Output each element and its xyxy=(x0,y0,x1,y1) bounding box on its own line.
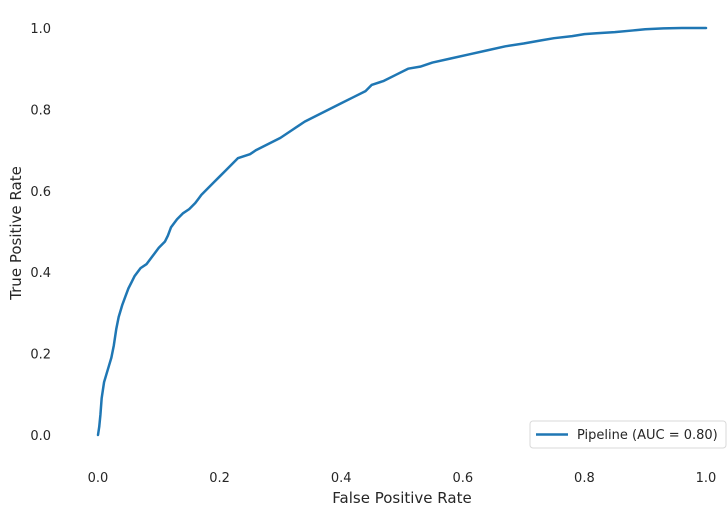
x-tick-label: 0.0 xyxy=(88,471,109,486)
x-tick-labels: 0.0 0.2 0.4 0.6 0.8 1.0 xyxy=(88,471,717,486)
y-tick-label: 0.6 xyxy=(30,185,51,200)
x-tick-label: 0.4 xyxy=(331,471,352,486)
x-tick-label: 0.2 xyxy=(209,471,230,486)
y-tick-labels: 0.0 0.2 0.4 0.6 0.8 1.0 xyxy=(30,22,51,444)
series-layer xyxy=(96,26,708,437)
y-tick-label: 0.8 xyxy=(30,103,51,118)
y-tick-label: 0.0 xyxy=(30,429,51,444)
legend-label: Pipeline (AUC = 0.80) xyxy=(577,428,718,443)
legend: Pipeline (AUC = 0.80) xyxy=(529,420,727,449)
y-tick-label: 0.2 xyxy=(30,348,51,363)
y-axis-label: True Positive Rate xyxy=(7,166,25,301)
legend-box xyxy=(529,420,727,449)
x-axis-label: False Positive Rate xyxy=(332,489,471,507)
x-tick-label: 0.8 xyxy=(574,471,595,486)
y-tick-label: 0.4 xyxy=(30,266,51,281)
roc-curve-line xyxy=(96,26,708,437)
y-tick-label: 1.0 xyxy=(30,22,51,37)
x-tick-label: 1.0 xyxy=(696,471,717,486)
x-tick-label: 0.6 xyxy=(452,471,473,486)
